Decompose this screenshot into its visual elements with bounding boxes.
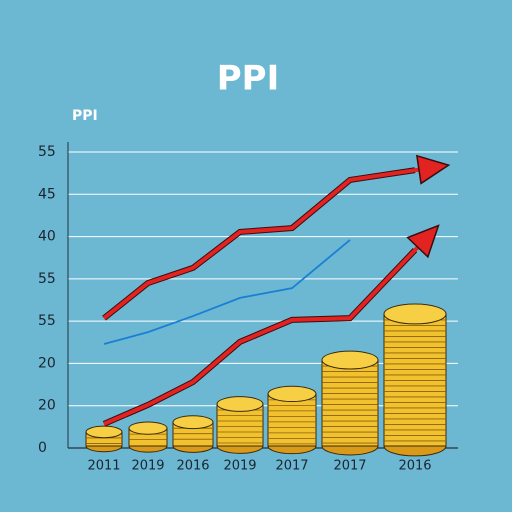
- x-tick-label: 2016: [176, 459, 209, 474]
- y-axis-label: PPI: [72, 108, 98, 124]
- bar: [321, 359, 379, 447]
- line: [102, 168, 416, 320]
- y-tick-label: 20: [38, 398, 56, 414]
- y-tick-label: 55: [38, 144, 56, 160]
- coin-top: [216, 396, 264, 412]
- x-tick-label: 2017: [275, 459, 308, 474]
- y-tick-label: 55: [38, 313, 56, 329]
- y-tick-label: 45: [38, 186, 56, 202]
- y-tick-label: 0: [38, 440, 47, 456]
- bar: [267, 393, 317, 447]
- arrow-head: [406, 224, 440, 259]
- x-tick-label: 2017: [333, 459, 366, 474]
- x-tick-label: 2019: [131, 459, 164, 474]
- arrow-head: [415, 154, 451, 185]
- coin-top: [85, 425, 123, 439]
- y-tick-label: 20: [38, 355, 56, 371]
- coin-top: [383, 303, 447, 325]
- coin-top: [267, 385, 317, 403]
- coin-top: [321, 350, 379, 370]
- y-tick-label: 40: [38, 229, 56, 245]
- coin-top: [172, 415, 214, 430]
- chart-title: PPI: [217, 59, 280, 99]
- x-tick-label: 2019: [223, 459, 256, 474]
- x-tick-label: 2011: [87, 459, 120, 474]
- x-tick-label: 2016: [398, 459, 431, 474]
- line: [103, 248, 417, 426]
- bar: [383, 313, 447, 447]
- y-tick-label: 55: [38, 271, 56, 287]
- coin-top: [128, 421, 168, 435]
- line: [103, 239, 351, 345]
